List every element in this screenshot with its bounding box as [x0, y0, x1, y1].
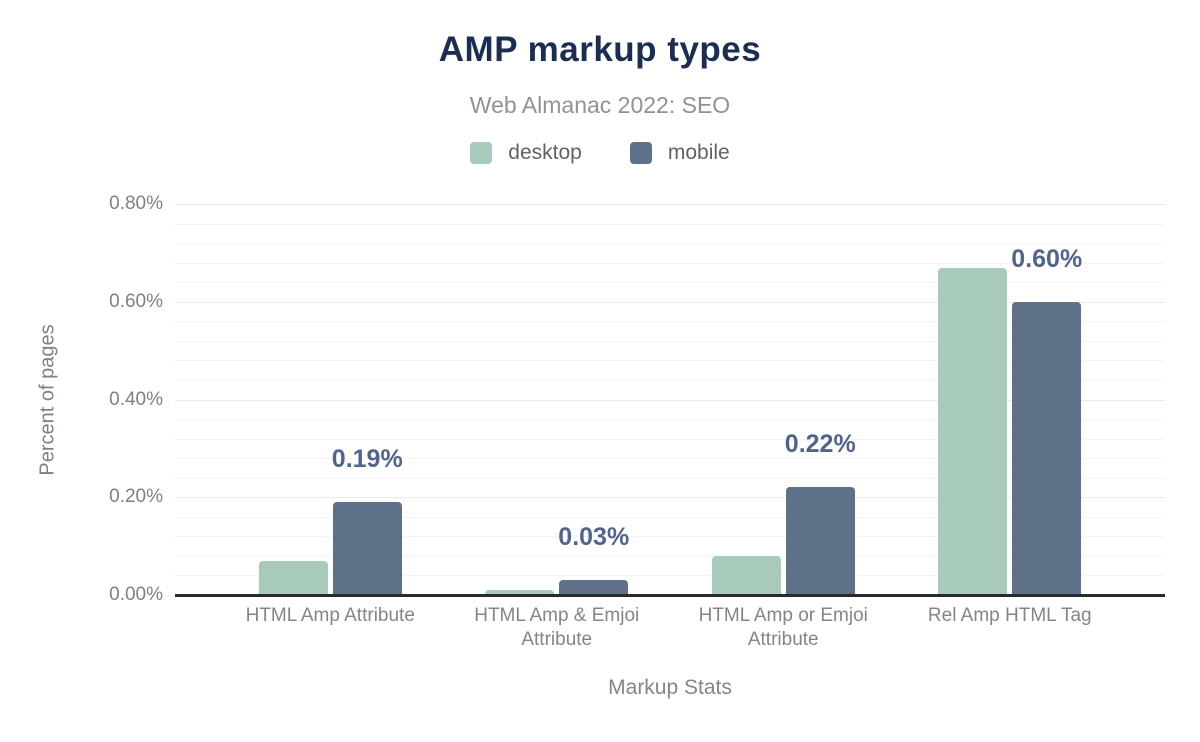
bar-groups: 0.19% 0.03% 0.22% 0.60%: [175, 204, 1165, 595]
minor-gridline: [175, 262, 1165, 264]
y-tick-label: 0.40%: [109, 388, 163, 410]
mobile-swatch-icon: [629, 142, 652, 164]
minor-gridline: [175, 282, 1165, 284]
bar-group: 0.22%: [670, 204, 897, 595]
minor-gridline: [175, 458, 1165, 460]
category-label: HTML Amp or Emjoi Attribute: [670, 604, 897, 652]
minor-gridline: [175, 243, 1165, 245]
major-gridline: [175, 497, 1165, 499]
y-tick-label: 0.60%: [109, 290, 163, 312]
minor-gridline: [175, 340, 1165, 342]
minor-gridline: [175, 360, 1165, 362]
major-gridline: [175, 204, 1165, 205]
y-axis-ticks: 0.00% 0.20% 0.40% 0.60% 0.80%: [0, 0, 163, 742]
bar-desktop: [485, 590, 555, 595]
legend-item-desktop[interactable]: desktop: [470, 141, 582, 165]
chart-title: AMP markup types: [438, 30, 762, 69]
category-label: HTML Amp & Emjoi Attribute: [444, 604, 671, 652]
category-label-text: HTML Amp Attribute: [245, 605, 415, 626]
minor-gridline: [175, 321, 1165, 323]
x-axis-title: Markup Stats: [608, 676, 732, 699]
bar-desktop: [938, 267, 1008, 595]
category-label-text: HTML Amp or Emjoi Attribute: [698, 605, 868, 650]
bar-mobile: 0.22%: [785, 430, 856, 595]
chart-subtitle: Web Almanac 2022: SEO: [469, 92, 731, 118]
desktop-swatch-icon: [470, 142, 493, 164]
y-tick-label: 0.20%: [109, 486, 163, 508]
minor-gridline: [175, 536, 1165, 538]
bar-mobile: 0.19%: [332, 445, 403, 595]
bar-group: 0.19%: [217, 204, 444, 595]
plot-area: 0.19% 0.03% 0.22% 0.60%: [175, 204, 1165, 597]
y-tick-label: 0.00%: [109, 584, 163, 605]
minor-gridline: [175, 555, 1165, 557]
minor-gridline: [175, 419, 1165, 421]
minor-gridline: [175, 477, 1165, 479]
bar-mobile: 0.03%: [558, 523, 629, 595]
minor-gridline: [175, 223, 1165, 225]
x-axis-line: [175, 594, 1165, 597]
category-label-text: HTML Amp & Emjoi Attribute: [474, 605, 640, 650]
major-gridline: [175, 301, 1165, 303]
major-gridline: [175, 399, 1165, 401]
minor-gridline: [175, 575, 1165, 577]
minor-gridline: [175, 379, 1165, 381]
bar-group: 0.60%: [897, 204, 1124, 595]
legend-item-mobile[interactable]: mobile: [629, 141, 730, 165]
category-label-text: Rel Amp HTML Tag: [927, 605, 1092, 626]
value-label: 0.03%: [558, 523, 630, 552]
value-label: 0.60%: [1011, 244, 1083, 273]
value-label: 0.19%: [331, 445, 403, 474]
y-tick-label: 0.80%: [109, 193, 163, 214]
category-label: HTML Amp Attribute: [217, 604, 444, 652]
bar-group: 0.03%: [444, 204, 671, 595]
bar-mobile: 0.60%: [1011, 245, 1082, 595]
bar-desktop: [258, 560, 328, 595]
legend: desktop mobile: [0, 141, 1200, 165]
minor-gridline: [175, 438, 1165, 440]
minor-gridline: [175, 516, 1165, 518]
category-label: Rel Amp HTML Tag: [897, 604, 1124, 652]
x-axis-category-labels: HTML Amp Attribute HTML Amp & Emjoi Attri…: [175, 604, 1165, 652]
legend-label: mobile: [667, 141, 730, 164]
value-label: 0.22%: [784, 430, 856, 459]
bar-desktop: [711, 555, 781, 595]
legend-label: desktop: [508, 141, 582, 164]
